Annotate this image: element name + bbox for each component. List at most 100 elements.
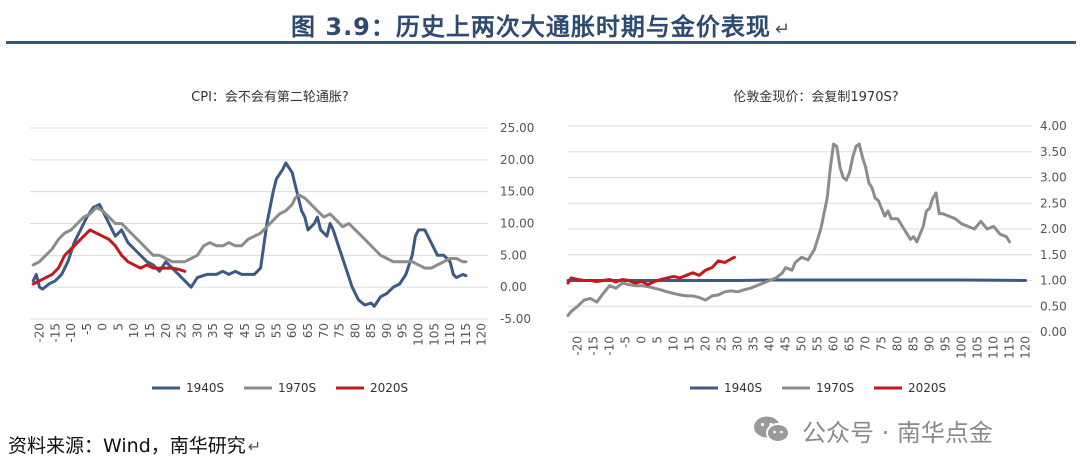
cpi-chart: CPI：会不会有第二轮通胀? 25.00 20.00 15.00 10.00 5.00 0… (30, 90, 534, 395)
x-axis: -20 -15 -10 -5 0 5 10 15 20 25 30 35 40 45 50 55 60 65 70 7… (571, 336, 1033, 359)
y-tick-label: 1.50 (1040, 248, 1067, 262)
x-tick-label: 10 (667, 336, 681, 351)
series-line-1970S (566, 142, 1012, 317)
legend: 1940S 1970S 2020S (152, 381, 408, 395)
gold-price-chart: 伦敦金现价：会复制1970S? 4.00 3.50 3.00 2.50 2.00 1.50… (566, 89, 1067, 395)
x-tick-label: -15 (48, 323, 62, 343)
x-tick-label: 95 (396, 323, 410, 338)
x-tick-label: 35 (206, 323, 220, 338)
y-tick-label: 2.00 (1040, 222, 1067, 236)
x-tick-label: 120 (1019, 336, 1033, 359)
x-tick-label: 45 (238, 323, 252, 338)
x-tick-label: 35 (747, 336, 761, 351)
x-tick-label: 120 (475, 323, 489, 346)
x-tick-label: 40 (763, 336, 777, 351)
y-tick-label: 3.50 (1040, 145, 1067, 159)
x-tick-label: -15 (587, 336, 601, 356)
y-tick-label: 15.00 (500, 185, 534, 199)
legend-label: 1940S (186, 381, 224, 395)
series-line-1940S (566, 278, 1028, 282)
y-tick-label: 25.00 (500, 121, 534, 135)
x-tick-label: 115 (1003, 336, 1017, 359)
x-tick-label: 15 (683, 336, 697, 351)
paragraph-mark: ↵ (247, 437, 262, 456)
y-tick-label: 1.00 (1040, 274, 1067, 288)
x-tick-label: 45 (779, 336, 793, 351)
watermark: 公众号 · 南华点金 (752, 410, 993, 450)
x-tick-label: 65 (301, 323, 315, 338)
legend-label: 2020S (370, 381, 408, 395)
x-tick-label: 110 (987, 336, 1001, 359)
x-tick-label: 105 (971, 336, 985, 359)
x-tick-label: 90 (380, 323, 394, 338)
x-tick-label: 65 (843, 336, 857, 351)
x-tick-label: 25 (175, 323, 189, 338)
x-tick-label: 75 (875, 336, 889, 351)
x-tick-label: 70 (859, 336, 873, 351)
x-tick-label: 0 (635, 336, 649, 344)
figure-title: 图 3.9：历史上两次大通胀时期与金价表现 ↵ (291, 7, 791, 42)
x-tick-label: 15 (143, 323, 157, 338)
x-tick-label: 105 (427, 323, 441, 346)
x-tick-label: 30 (190, 323, 204, 338)
y-tick-label: 20.00 (500, 153, 534, 167)
paragraph-mark: ↵ (774, 19, 791, 40)
x-tick-label: 70 (317, 323, 331, 338)
legend-label: 1970S (278, 381, 316, 395)
figure-title-text: 图 3.9：历史上两次大通胀时期与金价表现 (291, 13, 771, 41)
y-tick-label: 3.00 (1040, 171, 1067, 185)
x-tick-label: -20 (32, 323, 46, 343)
x-tick-label: 85 (364, 323, 378, 338)
source-text: 资料来源：Wind，南华研究 (8, 435, 246, 457)
series-line-2020S (31, 228, 187, 286)
x-tick-label: -20 (571, 336, 585, 356)
x-tick-label: 5 (651, 336, 665, 344)
y-axis: 4.00 3.50 3.00 2.50 2.00 1.50 1.00 0.50 0.00 (1040, 119, 1067, 339)
legend-label: 1970S (816, 381, 854, 395)
wechat-icon (754, 416, 790, 443)
x-tick-label: 55 (811, 336, 825, 351)
x-tick-label: 100 (412, 323, 426, 346)
x-tick-label: 50 (254, 323, 268, 338)
x-tick-label: 80 (348, 323, 362, 338)
series-line-1970S (31, 193, 468, 270)
grid (568, 125, 1032, 333)
y-tick-label: 2.50 (1040, 196, 1067, 210)
legend-label: 1940S (724, 381, 762, 395)
x-tick-label: -5 (80, 323, 94, 335)
x-tick-label: 75 (333, 323, 347, 338)
x-tick-label: -5 (619, 336, 633, 348)
chart-title: CPI：会不会有第二轮通胀? (191, 90, 349, 105)
x-tick-label: 50 (795, 336, 809, 351)
series-line-2020S (566, 255, 736, 287)
x-tick-label: 5 (111, 323, 125, 331)
x-tick-label: 20 (159, 323, 173, 338)
x-tick-label: 30 (731, 336, 745, 351)
chart-title: 伦敦金现价：会复制1970S? (733, 89, 898, 105)
y-tick-label: 0.50 (1040, 299, 1067, 313)
x-tick-label: 110 (443, 323, 457, 346)
x-tick-label: 95 (939, 336, 953, 351)
x-tick-label: 85 (907, 336, 921, 351)
legend: 1940S 1970S 2020S (690, 381, 946, 395)
x-tick-label: 115 (459, 323, 473, 346)
x-tick-label: 55 (269, 323, 283, 338)
grid (30, 127, 488, 320)
x-tick-label: 25 (715, 336, 729, 351)
figure-title-bar: 图 3.9：历史上两次大通胀时期与金价表现 ↵ (6, 0, 1076, 44)
x-tick-label: 60 (285, 323, 299, 338)
series-group (31, 161, 468, 308)
x-tick-label: -10 (603, 336, 617, 356)
y-tick-label: 10.00 (500, 217, 534, 231)
y-tick-label: 4.00 (1040, 119, 1067, 133)
y-tick-label: 5.00 (500, 248, 527, 262)
watermark-text: 公众号 · 南华点金 (802, 418, 993, 447)
series-group (566, 142, 1028, 317)
x-tick-label: 80 (891, 336, 905, 351)
x-tick-label: 90 (923, 336, 937, 351)
x-tick-label: 40 (222, 323, 236, 338)
y-tick-label: 0.00 (500, 280, 527, 294)
x-tick-label: 60 (827, 336, 841, 351)
y-axis: 25.00 20.00 15.00 10.00 5.00 0.00 -5.00 (500, 121, 534, 326)
x-tick-label: 100 (955, 336, 969, 359)
